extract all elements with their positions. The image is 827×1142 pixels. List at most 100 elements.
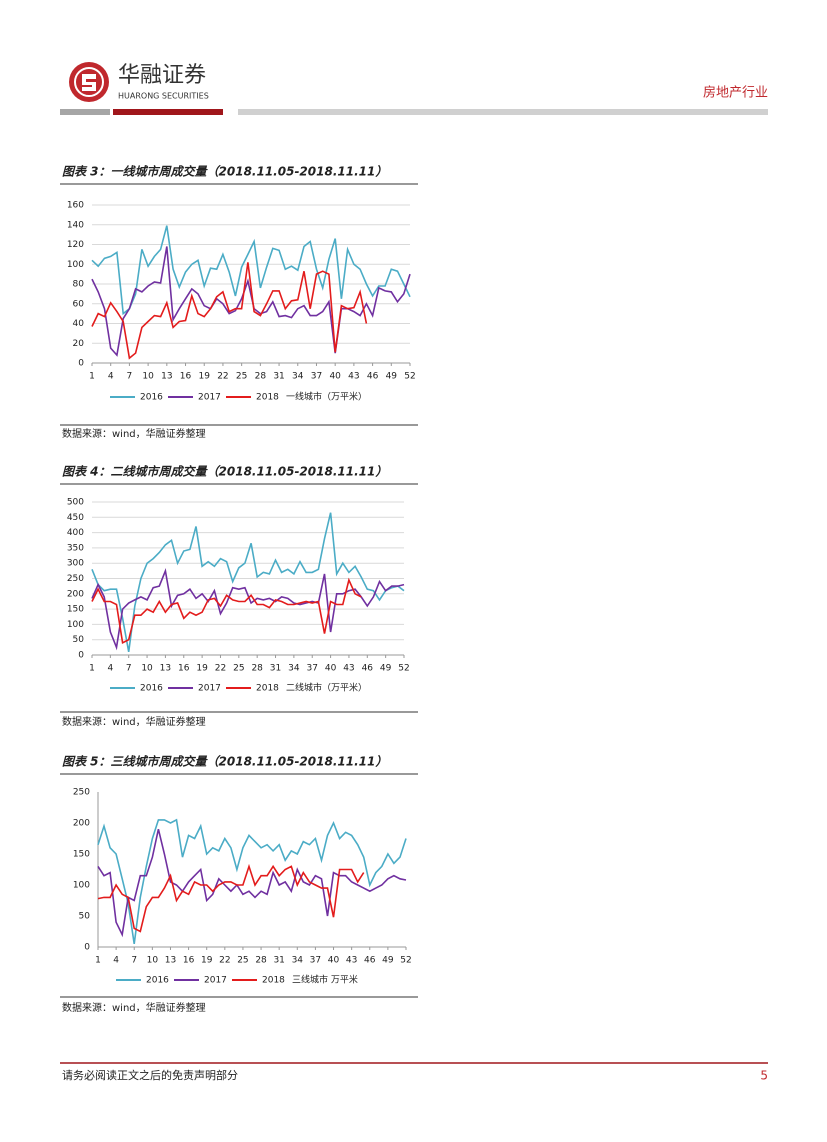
x-tick-label: 34 — [288, 664, 300, 674]
x-tick-label: 19 — [199, 372, 211, 382]
x-tick-label: 49 — [382, 956, 394, 966]
y-tick-label: 0 — [78, 651, 84, 661]
x-tick-label: 43 — [343, 664, 354, 674]
legend-note: 三线城市 万平米 — [292, 974, 358, 986]
y-tick-label: 150 — [73, 850, 90, 860]
x-tick-label: 16 — [178, 664, 190, 674]
legend-label: 2016 — [140, 393, 163, 403]
y-tick-label: 100 — [67, 260, 84, 270]
x-tick-label: 34 — [292, 956, 304, 966]
y-tick-label: 100 — [73, 881, 90, 891]
x-tick-label: 22 — [219, 956, 230, 966]
header-bar — [60, 109, 110, 115]
series-line — [97, 829, 407, 938]
x-tick-label: 40 — [328, 956, 340, 966]
x-tick-label: 25 — [236, 372, 247, 382]
legend-label: 2017 — [198, 684, 221, 694]
brand: 华融证券 — [118, 63, 206, 88]
legend-label: 2017 — [204, 976, 227, 986]
series-line — [97, 863, 365, 933]
x-tick-label: 1 — [95, 956, 101, 966]
series-line — [91, 225, 411, 316]
x-tick-label: 7 — [131, 956, 137, 966]
x-tick-label: 4 — [113, 956, 119, 966]
y-tick-label: 40 — [73, 319, 85, 329]
y-tick-label: 100 — [67, 620, 84, 630]
source: 数据来源：wind，华融证券整理 — [62, 427, 206, 440]
x-tick-label: 22 — [215, 664, 226, 674]
x-tick-label: 13 — [160, 664, 171, 674]
x-tick-label: 37 — [311, 372, 322, 382]
y-tick-label: 0 — [78, 359, 84, 369]
source: 数据来源：wind，华融证券整理 — [62, 715, 206, 728]
y-tick-label: 250 — [73, 788, 90, 798]
x-tick-label: 28 — [255, 372, 267, 382]
x-tick-label: 16 — [180, 372, 192, 382]
y-tick-label: 160 — [67, 201, 84, 211]
y-tick-label: 0 — [84, 943, 90, 953]
y-tick-label: 20 — [73, 339, 85, 349]
x-tick-label: 28 — [255, 956, 267, 966]
y-tick-label: 50 — [79, 912, 91, 922]
x-tick-label: 49 — [380, 664, 392, 674]
series-line — [97, 818, 407, 945]
x-tick-label: 10 — [142, 372, 154, 382]
x-tick-label: 10 — [147, 956, 159, 966]
x-tick-label: 52 — [400, 956, 411, 966]
series-line — [91, 512, 405, 653]
legend-note: 二线城市（万平米） — [286, 682, 367, 694]
x-tick-label: 22 — [217, 372, 228, 382]
series-line — [91, 567, 405, 651]
y-tick-label: 250 — [67, 574, 84, 584]
y-tick-label: 120 — [67, 240, 84, 250]
x-tick-label: 46 — [362, 664, 374, 674]
series-line — [91, 577, 362, 645]
y-tick-label: 300 — [67, 559, 84, 569]
x-tick-label: 19 — [201, 956, 213, 966]
source: 数据来源：wind，华融证券整理 — [62, 1001, 206, 1014]
x-tick-label: 46 — [367, 372, 379, 382]
x-tick-label: 31 — [273, 956, 284, 966]
legend-label: 2018 — [262, 976, 285, 986]
series-line — [91, 246, 411, 357]
x-tick-label: 4 — [108, 372, 114, 382]
x-tick-label: 16 — [183, 956, 195, 966]
x-tick-label: 1 — [89, 372, 95, 382]
y-tick-label: 400 — [67, 528, 84, 538]
legend-label: 2018 — [256, 393, 279, 403]
x-tick-label: 31 — [270, 664, 281, 674]
x-tick-label: 28 — [251, 664, 263, 674]
chart-title: 图表 4：二线城市周成交量（2018.11.05-2018.11.11） — [62, 465, 387, 479]
x-tick-label: 13 — [161, 372, 172, 382]
series-line — [91, 262, 368, 360]
x-tick-label: 40 — [325, 664, 337, 674]
x-tick-label: 19 — [196, 664, 208, 674]
x-tick-label: 52 — [398, 664, 409, 674]
y-tick-label: 200 — [67, 589, 84, 599]
header-bar — [113, 109, 223, 115]
legend-label: 2017 — [198, 393, 221, 403]
legend-label: 2016 — [140, 684, 163, 694]
y-tick-label: 50 — [73, 635, 85, 645]
x-tick-label: 7 — [127, 372, 133, 382]
x-tick-label: 49 — [386, 372, 398, 382]
x-tick-label: 46 — [364, 956, 376, 966]
header-bar — [238, 109, 768, 115]
logo-ring — [74, 67, 104, 97]
chart-title: 图表 3：一线城市周成交量（2018.11.05-2018.11.11） — [62, 165, 387, 179]
x-tick-label: 10 — [141, 664, 153, 674]
x-tick-label: 1 — [89, 664, 95, 674]
y-tick-label: 350 — [67, 543, 84, 553]
x-tick-label: 43 — [346, 956, 357, 966]
legend-note: 一线城市（万平米） — [286, 391, 367, 403]
y-tick-label: 450 — [67, 513, 84, 523]
x-tick-label: 37 — [310, 956, 321, 966]
y-tick-label: 80 — [73, 280, 85, 290]
y-tick-label: 140 — [67, 220, 84, 230]
legend-label: 2016 — [146, 976, 169, 986]
logo-glyph — [82, 74, 96, 91]
x-tick-label: 34 — [292, 372, 304, 382]
page-number: 5 — [760, 1069, 768, 1083]
chart-title: 图表 5：三线城市周成交量（2018.11.05-2018.11.11） — [62, 755, 387, 769]
x-tick-label: 4 — [107, 664, 113, 674]
